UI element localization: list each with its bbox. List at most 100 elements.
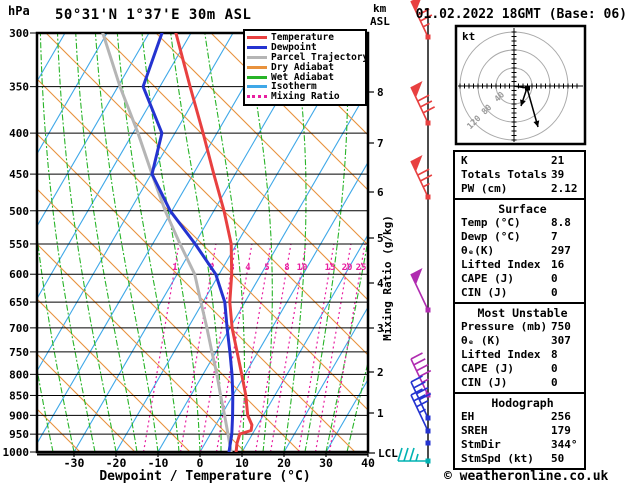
stats-row: Lifted Index 8	[461, 348, 584, 362]
legend-swatch	[247, 36, 267, 40]
legend-item: Parcel Trajectory	[247, 53, 368, 63]
legend-swatch	[247, 85, 267, 89]
stats-label: CIN (J)	[461, 286, 508, 299]
stats-box: Most Unstable Pressure (mb) 750 θₑ (K) 307 Li…	[453, 302, 586, 394]
dewpoint-curve	[141, 33, 235, 452]
x-tick-label: -30	[64, 456, 85, 470]
mixing-ratio-line	[297, 243, 335, 452]
km-tick-label: 2	[377, 366, 384, 379]
stats-label: CAPE (J)	[461, 272, 514, 285]
mixing-ratio-label: 15	[325, 263, 336, 273]
legend-item: Temperature	[247, 33, 364, 43]
stats-value: 0	[551, 286, 558, 299]
stats-label: SREH	[461, 424, 488, 437]
run-datetime-label: 01.02.2022 18GMT (Base: 06)	[415, 7, 627, 22]
km-tick-label: 3	[377, 322, 384, 335]
copyright-label: © weatheronline.co.uk	[444, 469, 609, 484]
stats-row: StmSpd (kt) 50	[461, 452, 584, 466]
isotherm-line	[325, 378, 368, 452]
wind-barb-station-dot	[425, 440, 431, 446]
stats-value: 0	[551, 362, 558, 375]
mixing-ratio-line	[314, 243, 352, 452]
legend-item: Wet Adiabat	[247, 72, 364, 82]
legend-item-label: Isotherm	[271, 81, 317, 93]
x-tick-label: 10	[235, 456, 249, 470]
x-tick-label: 30	[319, 456, 333, 470]
pressure-tick-label: 550	[9, 238, 29, 251]
km-tick-label: 4	[377, 277, 384, 290]
wet-adiabat-line	[245, 33, 273, 452]
stats-label: Totals Totals	[461, 168, 548, 181]
mixing-ratio-label: 8	[284, 263, 289, 273]
wind-barb	[410, 155, 433, 200]
wind-barb	[410, 375, 432, 421]
stats-label: CIN (J)	[461, 376, 508, 389]
wind-barb	[410, 0, 433, 40]
altitude-unit-asl-label: ASL	[370, 15, 390, 28]
pressure-tick-label: 500	[9, 205, 29, 218]
pressure-tick-label: 700	[9, 322, 29, 335]
wet-adiabat-line	[346, 359, 368, 452]
stats-value: 16	[551, 258, 565, 271]
legend-item: Isotherm	[247, 82, 364, 92]
isotherm-line	[283, 306, 368, 452]
stats-row: Totals Totals 39	[461, 168, 584, 182]
legend-item: Mixing Ratio	[247, 92, 364, 102]
isotherm-line	[37, 33, 150, 228]
pressure-tick-label: 300	[9, 27, 29, 40]
stats-value: 750	[551, 320, 571, 333]
stats-row: PW (cm) 2.12	[461, 182, 584, 196]
legend-item-label: Dewpoint	[271, 42, 317, 54]
pressure-tick-label: 600	[9, 268, 29, 281]
wind-barb	[425, 440, 431, 446]
temperature-curve	[174, 33, 254, 452]
pressure-tick-label: 750	[9, 346, 29, 359]
mixing-ratio-line	[269, 243, 307, 452]
km-tick-label: 8	[377, 86, 384, 99]
wet-adiabat-line	[37, 231, 75, 452]
dry-adiabat-line	[45, 33, 368, 356]
pressure-tick-label: 950	[9, 428, 29, 441]
x-tick-label: 40	[361, 456, 375, 470]
dry-adiabat-line	[37, 243, 246, 452]
isotherm-line	[37, 33, 234, 373]
parcel-trajectory-curve	[101, 33, 233, 452]
km-tick-label: 1	[377, 407, 384, 420]
stats-label: StmDir	[461, 438, 501, 451]
stats-row: SREH 179	[461, 424, 584, 438]
stats-box-header: Surface	[498, 202, 547, 216]
stats-row: EH 256	[461, 410, 584, 424]
plot-frame	[35, 31, 370, 454]
dry-adiabat-line	[37, 353, 136, 452]
legend-item-label: Dry Adiabat	[271, 61, 334, 73]
stats-row: CIN (J) 0	[461, 376, 584, 390]
stats-row: θₑ (K) 307	[461, 334, 584, 348]
stats-value: 0	[551, 376, 558, 389]
mixing-ratio-label: 1	[172, 263, 177, 273]
wind-barb	[410, 388, 431, 434]
stats-label: θₑ (K)	[461, 334, 501, 347]
legend-item: Dewpoint	[247, 43, 364, 53]
mixing-ratio-label: 4	[245, 263, 251, 273]
stats-value: 297	[551, 244, 571, 257]
legend-swatch	[247, 75, 267, 79]
mixing-ratio-label: 20	[342, 263, 353, 273]
mixing-ratio-line	[234, 243, 272, 452]
stats-label: Lifted Index	[461, 348, 541, 361]
stats-panel: K 21 Totals Totals 39 PW (cm) 2.12 Surface Temp…	[453, 150, 586, 470]
dry-adiabat-line	[155, 33, 368, 246]
stats-value: 8.8	[551, 216, 571, 229]
dry-adiabat-line	[37, 188, 301, 452]
legend-item-label: Mixing Ratio	[271, 91, 340, 103]
mixing-ratio-label: 10	[297, 263, 308, 273]
x-axis-title: Dewpoint / Temperature (°C)	[99, 469, 311, 484]
stats-value: 256	[551, 410, 571, 423]
stats-label: Pressure (mb)	[461, 320, 548, 333]
stats-row: K 21	[461, 154, 584, 168]
stats-label: StmSpd (kt)	[461, 452, 534, 465]
station-title: 50°31'N 1°37'E 30m ASL	[55, 7, 252, 23]
stats-label: Dewp (°C)	[461, 230, 521, 243]
dry-adiabat-line	[37, 133, 356, 452]
stats-box: K 21 Totals Totals 39 PW (cm) 2.12	[453, 150, 586, 200]
